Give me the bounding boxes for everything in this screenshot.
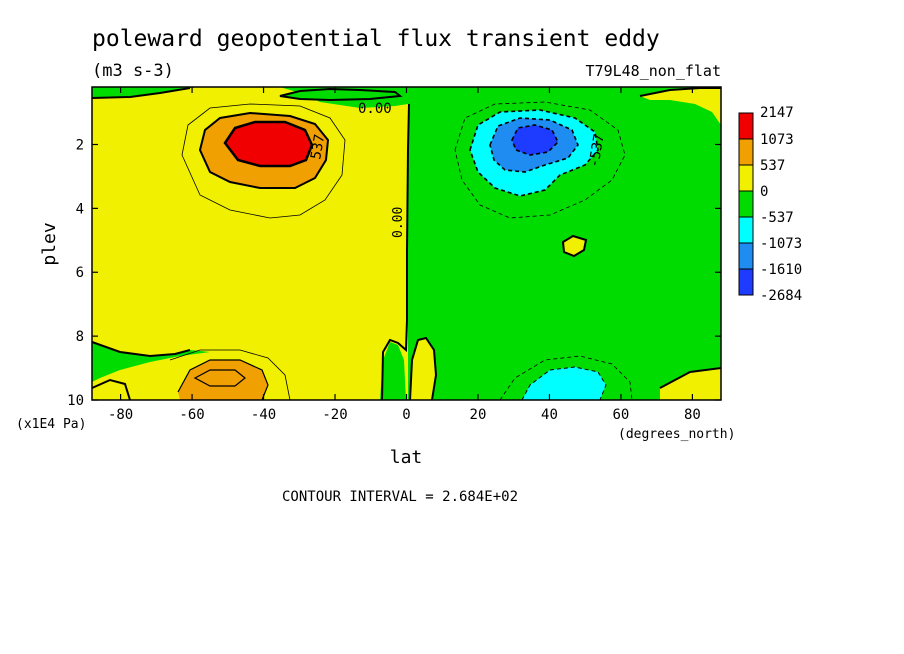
y-tick-label: 4: [76, 201, 84, 217]
field-orange-region: [178, 360, 268, 400]
colorbar-label: -537: [760, 210, 794, 226]
field-positive-region: [563, 236, 586, 256]
contour-line: [91, 87, 403, 102]
y-tick-label: 2: [76, 137, 84, 153]
field-negative-region: [280, 89, 400, 100]
colorbar-swatch: [738, 216, 754, 244]
contour-label: -537: [586, 133, 608, 169]
x-tick-label: -60: [179, 407, 204, 423]
colorbar-label: 0: [760, 184, 768, 200]
contour-line: [499, 355, 633, 401]
x-tick-label: 80: [684, 407, 701, 423]
chart-title: poleward geopotential flux transient edd…: [92, 26, 660, 52]
field-positive-region: [640, 88, 721, 125]
contour-line: [639, 87, 722, 389]
y-tick-label: 6: [76, 265, 84, 281]
contour-line: [193, 369, 246, 387]
field-positive-region: [660, 368, 721, 400]
x-tick-label: 40: [541, 407, 558, 423]
contour-line: [561, 234, 588, 258]
contour-line: [177, 359, 269, 401]
x-axis: -80 -60 -40 -20 0 20 40 60 80: [108, 87, 701, 423]
contour-line: [381, 103, 410, 401]
colorbar-label: 2147: [760, 105, 794, 121]
field-red-region: [225, 122, 312, 166]
colorbar-swatch: [738, 268, 754, 296]
x-tick-label: 20: [470, 407, 487, 423]
field-blue-region: [512, 125, 558, 155]
x-tick-label: 60: [613, 407, 630, 423]
x-units-label: (degrees_north): [618, 427, 735, 442]
y-tick-label: 8: [76, 329, 84, 345]
colorbar: 2147 1073 537 0 -537 -1073 -1610 -2684: [738, 105, 802, 304]
contour-line: [198, 111, 330, 189]
colorbar-label: 1073: [760, 132, 794, 148]
chart-units: (m3 s-3): [92, 61, 174, 81]
x-tick-label: -80: [108, 407, 133, 423]
colorbar-label: -1073: [760, 236, 802, 252]
y-tick-label: 10: [67, 393, 84, 409]
colorbar-swatch: [738, 112, 754, 140]
contour-interval-label: CONTOUR INTERVAL = 2.684E+02: [282, 489, 518, 505]
x-tick-label: -20: [322, 407, 347, 423]
colorbar-label: -2684: [760, 288, 802, 304]
contour-line: [223, 120, 314, 168]
y-units-label: (x1E4 Pa): [16, 417, 86, 432]
field-positive-region: [410, 338, 436, 400]
field-negative-region: [92, 87, 200, 98]
x-tick-label: 0: [402, 407, 410, 423]
contour-label: 0.00: [358, 101, 392, 117]
colorbar-swatch: [738, 242, 754, 270]
contour-line: [469, 109, 599, 197]
contour-line: [409, 336, 438, 401]
contour-line: [91, 341, 191, 401]
y-axis: 2 4 6 8 10: [67, 137, 721, 409]
colorbar-swatch: [738, 190, 754, 218]
field-negative-region: [92, 342, 210, 382]
contour-line: [169, 349, 291, 401]
colorbar-label: -1610: [760, 262, 802, 278]
colorbar-swatch: [738, 138, 754, 166]
run-label: T79L48_non_flat: [586, 62, 721, 80]
field-negative-region: [380, 342, 406, 400]
x-axis-title: lat: [390, 447, 423, 468]
contour-label: 537: [308, 133, 328, 161]
plot-area: 0.00 0.00 537 -537: [91, 86, 722, 401]
field-cyan-region: [522, 367, 606, 400]
colorbar-swatch: [738, 164, 754, 192]
colorbar-label: 537: [760, 158, 785, 174]
contour-label: 0.00: [391, 207, 406, 238]
contour-line: [489, 117, 579, 173]
y-axis-title: plev: [39, 222, 60, 265]
field-positive-region: [92, 87, 408, 400]
contour-line: [521, 366, 607, 401]
contour-line: [181, 103, 346, 219]
x-tick-label: -40: [251, 407, 276, 423]
